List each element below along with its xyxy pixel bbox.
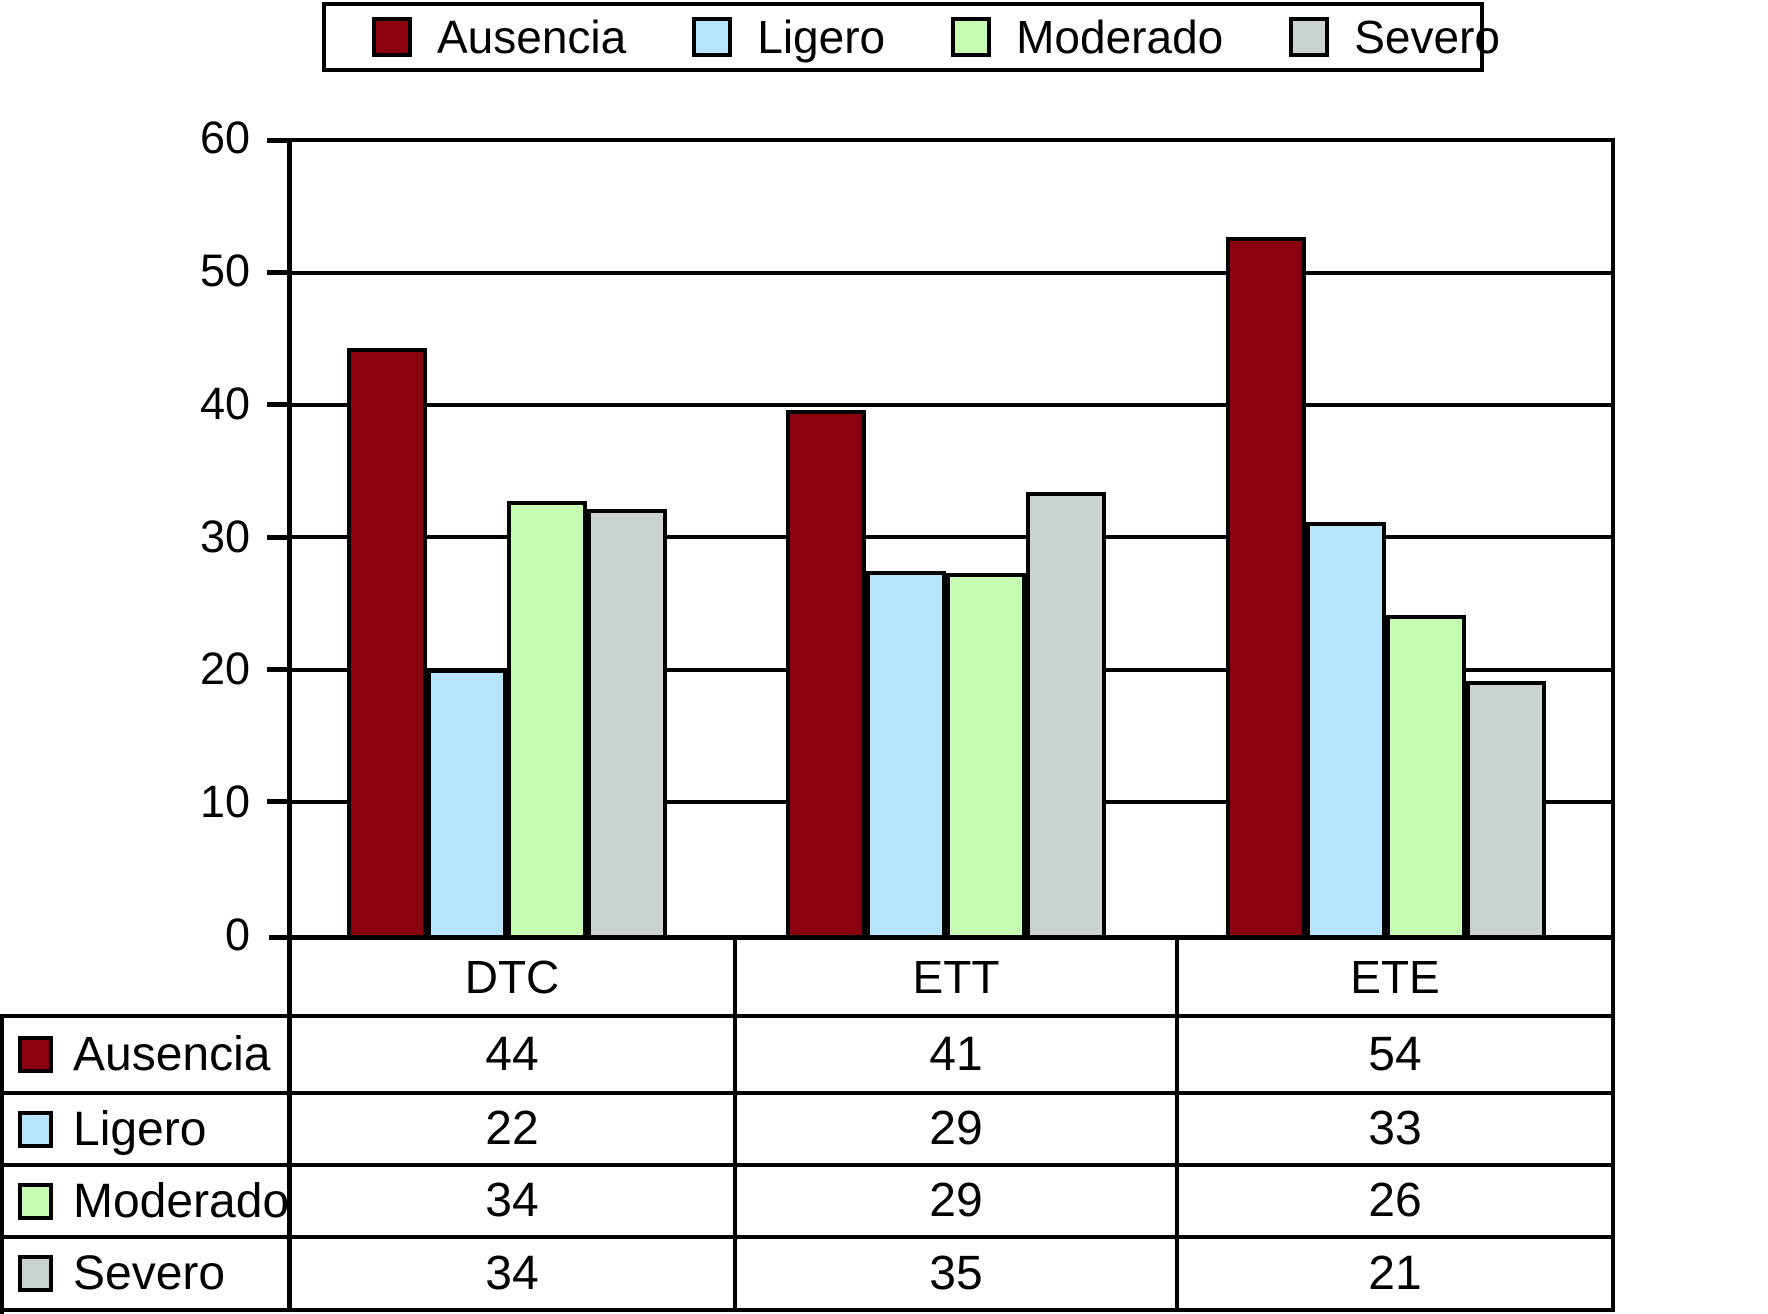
bar-moderado-dtc [507,501,587,939]
y-tick-30 [267,535,291,540]
table-border-row1 [0,1091,1615,1095]
legend-item-ausencia: Ausencia [372,14,626,60]
x-axis-line [269,935,1615,940]
table-row-label: Severo [73,1247,226,1300]
legend-item-severo: Severo [1289,14,1500,60]
moderado-swatch-icon [951,17,992,57]
category-label-dtc: DTC [464,951,560,1003]
y-tick-10 [267,799,291,804]
y-axis-line [287,138,292,1311]
table-row-label: Ligero [73,1102,207,1156]
severo-swatch-icon [1289,17,1330,57]
gridline-30 [290,535,1611,539]
bar-moderado-ete [1386,615,1466,939]
table-cell-moderado-ete: 26 [1368,1174,1422,1227]
y-axis-label-40: 40 [199,378,250,429]
table-row-label: Moderado [73,1174,290,1228]
bar-severo-ete [1466,681,1546,939]
table-cell-moderado-ett: 29 [929,1174,983,1227]
y-tick-60 [267,138,291,143]
y-axis-label-20: 20 [199,643,250,694]
bar-ligero-dtc [427,669,507,939]
legend-label-ligero: Ligero [757,11,886,63]
ligero-table-swatch-icon [18,1110,53,1148]
legend-label-ausencia: Ausencia [437,11,627,63]
table-cell-ligero-dtc: 22 [485,1102,539,1155]
table-border-top [0,1014,1615,1018]
bar-ausencia-ett [786,410,866,939]
table-cell-ausencia-ete: 54 [1368,1028,1422,1081]
gridline-40 [290,403,1611,407]
moderado-table-swatch-icon [18,1182,53,1220]
table-cell-ausencia-dtc: 44 [485,1028,539,1081]
table-border-row2 [0,1163,1615,1167]
y-axis-label-0: 0 [224,909,250,960]
table-cell-ligero-ett: 29 [929,1102,983,1155]
table-row-ligero-header: Ligero [4,1095,287,1163]
table-row-severo-header: Severo [4,1239,287,1308]
table-cell-severo-ett: 35 [929,1247,983,1300]
y-tick-50 [267,270,291,275]
ausencia-table-swatch-icon [18,1036,53,1073]
bar-ausencia-dtc [347,348,427,939]
table-cell-severo-ete: 21 [1368,1247,1422,1300]
y-axis-label-10: 10 [199,776,250,827]
y-axis-label-50: 50 [199,245,250,296]
y-tick-40 [267,402,291,407]
bar-ligero-ett [866,571,946,939]
legend-label-severo: Severo [1354,11,1500,63]
severo-table-swatch-icon [18,1255,53,1292]
legend-label-moderado: Moderado [1016,11,1224,63]
y-axis-label-30: 30 [199,511,250,562]
table-row-ausencia-header: Ausencia [4,1018,287,1091]
category-label-ett: ETT [912,951,1000,1003]
column-separator-2 [1175,937,1179,1311]
table-cell-ausencia-ett: 41 [929,1028,983,1081]
bar-ligero-ete [1306,522,1386,939]
bars-layer [287,138,1615,939]
bar-severo-ett [1026,492,1106,939]
plot-right-border [1611,138,1615,1311]
y-tick-20 [267,667,291,672]
table-cell-moderado-dtc: 34 [485,1174,539,1227]
table-border-bottom [0,1308,1615,1312]
gridline-50 [290,271,1611,275]
bar-severo-dtc [587,509,667,939]
legend-item-moderado: Moderado [951,14,1223,60]
column-separator-1 [733,937,737,1311]
y-axis-label-60: 60 [199,112,250,163]
bar-moderado-ett [946,573,1026,939]
table-cell-ligero-ete: 33 [1368,1102,1422,1155]
ligero-swatch-icon [692,17,733,57]
category-label-ete: ETE [1350,951,1440,1003]
table-border-row3 [0,1235,1615,1239]
legend: Ausencia Ligero Moderado Severo [322,2,1500,72]
gridline-60 [287,138,1615,142]
legend-item-ligero: Ligero [692,14,885,60]
bar-ausencia-ete [1226,237,1306,939]
table-cell-severo-dtc: 34 [485,1247,539,1300]
table-row-label: Ausencia [73,1028,271,1081]
table-row-moderado-header: Moderado [4,1167,290,1235]
ausencia-swatch-icon [372,17,412,57]
